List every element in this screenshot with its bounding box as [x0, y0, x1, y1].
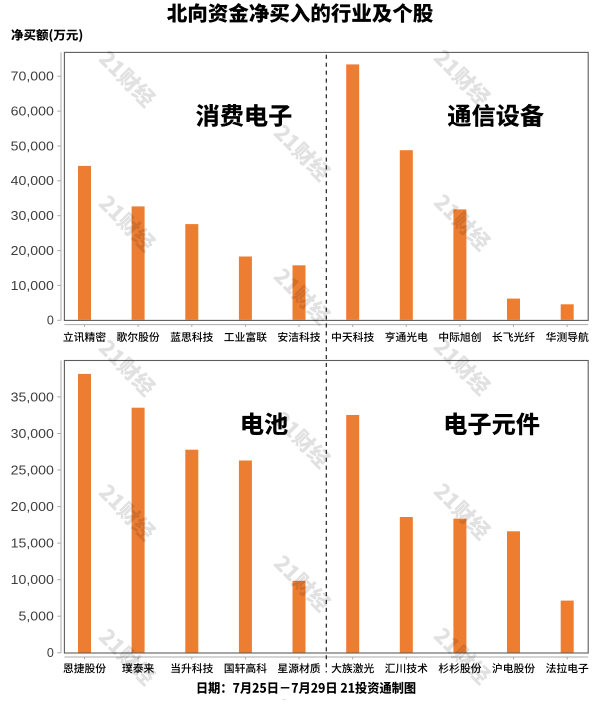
- svg-text:30,000: 30,000: [11, 427, 54, 441]
- svg-text:0: 0: [47, 314, 54, 328]
- svg-text:15,000: 15,000: [11, 536, 54, 550]
- svg-text:30,000: 30,000: [11, 209, 54, 223]
- svg-text:50,000: 50,000: [11, 139, 54, 153]
- svg-text:40,000: 40,000: [11, 174, 54, 188]
- svg-text:70,000: 70,000: [11, 69, 54, 83]
- svg-text:0: 0: [47, 646, 54, 660]
- svg-text:60,000: 60,000: [11, 104, 54, 118]
- svg-text:10,000: 10,000: [11, 279, 54, 293]
- svg-text:20,000: 20,000: [11, 500, 54, 514]
- svg-text:5,000: 5,000: [18, 609, 53, 623]
- svg-text:10,000: 10,000: [11, 573, 54, 587]
- svg-text:20,000: 20,000: [11, 244, 54, 258]
- svg-text:25,000: 25,000: [11, 463, 54, 477]
- svg-text:35,000: 35,000: [11, 390, 54, 404]
